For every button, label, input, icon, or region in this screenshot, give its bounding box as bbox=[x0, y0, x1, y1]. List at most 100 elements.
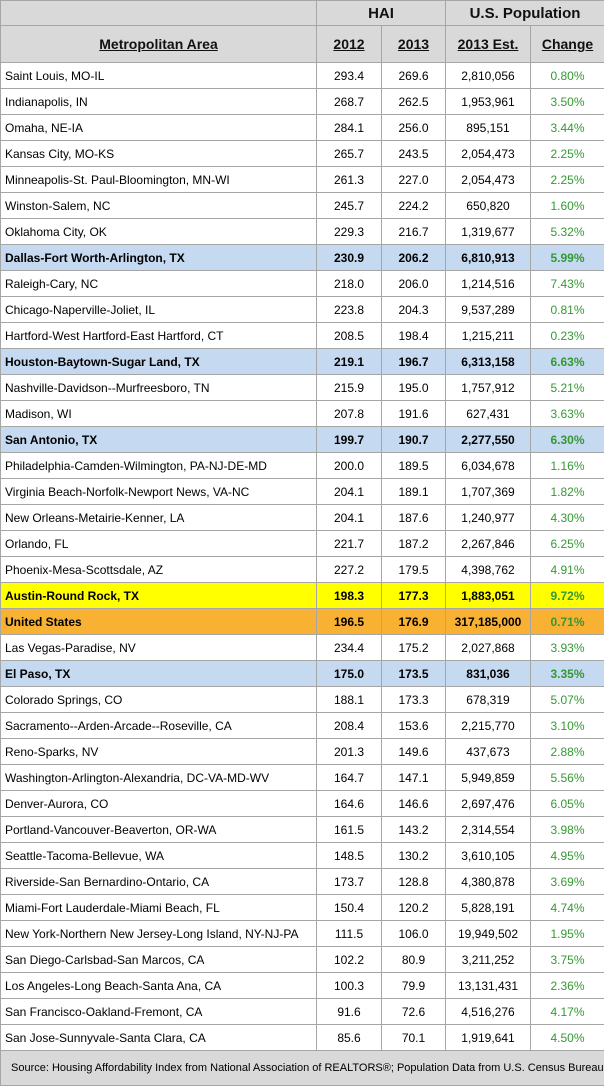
table-body: Saint Louis, MO-IL 293.4 269.6 2,810,056 0.8… bbox=[0, 62, 604, 1051]
population-estimate: 19,949,502 bbox=[445, 920, 531, 947]
population-change: 3.50% bbox=[530, 88, 604, 115]
hai-2012: 148.5 bbox=[316, 842, 382, 869]
table-row: San Antonio, TX 199.7 190.7 2,277,550 6.30% bbox=[0, 426, 604, 453]
metro-area: San Diego-Carlsbad-San Marcos, CA bbox=[0, 946, 317, 973]
population-estimate: 1,240,977 bbox=[445, 504, 531, 531]
hai-2012: 229.3 bbox=[316, 218, 382, 245]
metro-area: Portland-Vancouver-Beaverton, OR-WA bbox=[0, 816, 317, 843]
population-change: 2.25% bbox=[530, 140, 604, 167]
hai-2013: 128.8 bbox=[381, 868, 446, 895]
population-estimate: 2,027,868 bbox=[445, 634, 531, 661]
population-estimate: 13,131,431 bbox=[445, 972, 531, 999]
metro-area: Minneapolis-St. Paul-Bloomington, MN-WI bbox=[0, 166, 317, 193]
hai-2012: 208.4 bbox=[316, 712, 382, 739]
metro-area: Los Angeles-Long Beach-Santa Ana, CA bbox=[0, 972, 317, 999]
population-estimate: 3,211,252 bbox=[445, 946, 531, 973]
table-row: Sacramento--Arden-Arcade--Roseville, CA 2… bbox=[0, 712, 604, 739]
table-row: New York-Northern New Jersey-Long Island… bbox=[0, 920, 604, 947]
metro-area: Austin-Round Rock, TX bbox=[0, 582, 317, 609]
population-change: 4.50% bbox=[530, 1024, 604, 1051]
hai-2013: 147.1 bbox=[381, 764, 446, 791]
hai-2013: 224.2 bbox=[381, 192, 446, 219]
table-row: El Paso, TX 175.0 173.5 831,036 3.35% bbox=[0, 660, 604, 687]
metro-area: Oklahoma City, OK bbox=[0, 218, 317, 245]
hai-2012: 265.7 bbox=[316, 140, 382, 167]
table-row: Hartford-West Hartford-East Hartford, CT… bbox=[0, 322, 604, 349]
hai-2012: 284.1 bbox=[316, 114, 382, 141]
population-estimate: 2,314,554 bbox=[445, 816, 531, 843]
table-row: Madison, WI 207.8 191.6 627,431 3.63% bbox=[0, 400, 604, 427]
hai-2012: 91.6 bbox=[316, 998, 382, 1025]
hai-2012: 196.5 bbox=[316, 608, 382, 635]
table-row: Denver-Aurora, CO 164.6 146.6 2,697,476 6.05… bbox=[0, 790, 604, 817]
metro-area: San Jose-Sunnyvale-Santa Clara, CA bbox=[0, 1024, 317, 1051]
population-estimate: 3,610,105 bbox=[445, 842, 531, 869]
population-estimate: 1,919,641 bbox=[445, 1024, 531, 1051]
metro-area: Dallas-Fort Worth-Arlington, TX bbox=[0, 244, 317, 271]
table-row: Omaha, NE-IA 284.1 256.0 895,151 3.44% bbox=[0, 114, 604, 141]
population-estimate: 5,828,191 bbox=[445, 894, 531, 921]
population-change: 1.16% bbox=[530, 452, 604, 479]
metro-area: Washington-Arlington-Alexandria, DC-VA-M… bbox=[0, 764, 317, 791]
population-change: 3.63% bbox=[530, 400, 604, 427]
hai-2012: 204.1 bbox=[316, 478, 382, 505]
metro-area: New Orleans-Metairie-Kenner, LA bbox=[0, 504, 317, 531]
population-change: 5.07% bbox=[530, 686, 604, 713]
population-estimate: 1,214,516 bbox=[445, 270, 531, 297]
table-row: Austin-Round Rock, TX 198.3 177.3 1,883,051… bbox=[0, 582, 604, 609]
population-change: 1.95% bbox=[530, 920, 604, 947]
hai-2012: 85.6 bbox=[316, 1024, 382, 1051]
population-change: 3.44% bbox=[530, 114, 604, 141]
population-estimate: 2,054,473 bbox=[445, 140, 531, 167]
metro-area: Phoenix-Mesa-Scottsdale, AZ bbox=[0, 556, 317, 583]
population-estimate: 678,319 bbox=[445, 686, 531, 713]
column-header: 2013 bbox=[381, 25, 446, 63]
hai-2012: 198.3 bbox=[316, 582, 382, 609]
hai-2013: 216.7 bbox=[381, 218, 446, 245]
population-estimate: 6,313,158 bbox=[445, 348, 531, 375]
hai-2013: 206.0 bbox=[381, 270, 446, 297]
metro-area: Hartford-West Hartford-East Hartford, CT bbox=[0, 322, 317, 349]
population-change: 2.88% bbox=[530, 738, 604, 765]
hai-2012: 175.0 bbox=[316, 660, 382, 687]
population-estimate: 437,673 bbox=[445, 738, 531, 765]
population-estimate: 1,953,961 bbox=[445, 88, 531, 115]
hai-2012: 200.0 bbox=[316, 452, 382, 479]
population-estimate: 1,215,211 bbox=[445, 322, 531, 349]
population-change: 6.05% bbox=[530, 790, 604, 817]
population-estimate: 627,431 bbox=[445, 400, 531, 427]
hai-2012: 223.8 bbox=[316, 296, 382, 323]
metro-area: New York-Northern New Jersey-Long Island… bbox=[0, 920, 317, 947]
population-estimate: 1,883,051 bbox=[445, 582, 531, 609]
population-estimate: 2,697,476 bbox=[445, 790, 531, 817]
population-change: 4.91% bbox=[530, 556, 604, 583]
hai-2012: 261.3 bbox=[316, 166, 382, 193]
hai-2013: 195.0 bbox=[381, 374, 446, 401]
hai-2012: 218.0 bbox=[316, 270, 382, 297]
hai-2013: 80.9 bbox=[381, 946, 446, 973]
hai-2013: 262.5 bbox=[381, 88, 446, 115]
hai-2013: 177.3 bbox=[381, 582, 446, 609]
table-row: Philadelphia-Camden-Wilmington, PA-NJ-DE… bbox=[0, 452, 604, 479]
table-row: Las Vegas-Paradise, NV 234.4 175.2 2,027,86… bbox=[0, 634, 604, 661]
metro-area: Chicago-Naperville-Joliet, IL bbox=[0, 296, 317, 323]
metro-area: Sacramento--Arden-Arcade--Roseville, CA bbox=[0, 712, 317, 739]
metro-area: Indianapolis, IN bbox=[0, 88, 317, 115]
empty-cell bbox=[0, 0, 317, 26]
hai-2012: 199.7 bbox=[316, 426, 382, 453]
population-change: 6.25% bbox=[530, 530, 604, 557]
hai-2013: 179.5 bbox=[381, 556, 446, 583]
hai-2012: 219.1 bbox=[316, 348, 382, 375]
metro-area: Madison, WI bbox=[0, 400, 317, 427]
hai-2013: 187.2 bbox=[381, 530, 446, 557]
hai-2012: 268.7 bbox=[316, 88, 382, 115]
hai-2013: 189.5 bbox=[381, 452, 446, 479]
population-change: 6.30% bbox=[530, 426, 604, 453]
hai-2013: 72.6 bbox=[381, 998, 446, 1025]
population-change: 1.60% bbox=[530, 192, 604, 219]
population-estimate: 4,516,276 bbox=[445, 998, 531, 1025]
column-header-row: Metropolitan Area 2012 2013 2013 Est. Ch… bbox=[0, 25, 604, 63]
hai-2012: 293.4 bbox=[316, 62, 382, 89]
population-estimate: 2,277,550 bbox=[445, 426, 531, 453]
metro-area: San Francisco-Oakland-Fremont, CA bbox=[0, 998, 317, 1025]
